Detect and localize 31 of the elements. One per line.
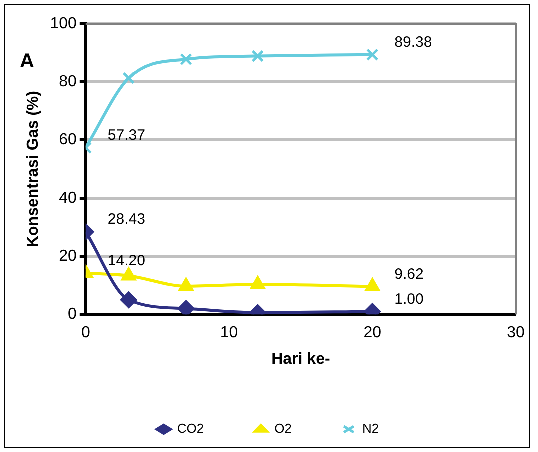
legend-label: N2 bbox=[362, 421, 380, 436]
x-tick-label: 20 bbox=[364, 324, 382, 342]
data-label: 28.43 bbox=[108, 211, 146, 228]
y-axis-title: Konsentrasi Gas (%) bbox=[25, 91, 42, 248]
x-tick-label: 10 bbox=[220, 324, 238, 342]
point bbox=[178, 278, 194, 292]
y-tick-label: 100 bbox=[50, 15, 77, 32]
data-label: 89.38 bbox=[394, 34, 432, 51]
point bbox=[178, 300, 195, 315]
point bbox=[180, 53, 192, 66]
text: A bbox=[20, 50, 34, 73]
y-tick-label: 0 bbox=[68, 306, 77, 324]
y-tick-label: 80 bbox=[59, 74, 77, 91]
legend-label: O2 bbox=[274, 421, 292, 436]
legend-label: CO2 bbox=[177, 421, 204, 436]
point bbox=[122, 72, 136, 85]
y-tick-label: 40 bbox=[59, 190, 77, 207]
point bbox=[250, 276, 266, 290]
x-tick-label: 0 bbox=[81, 324, 90, 342]
point bbox=[252, 50, 264, 62]
data-label: 14.20 bbox=[108, 252, 146, 270]
data-label: 9.62 bbox=[394, 266, 424, 283]
x-axis-title: Hari ke- bbox=[272, 350, 330, 368]
data-label: 57.37 bbox=[108, 127, 146, 144]
point bbox=[365, 278, 380, 292]
data-label: 1.00 bbox=[394, 290, 424, 308]
x-tick-label: 30 bbox=[507, 324, 525, 342]
point bbox=[122, 268, 136, 281]
y-tick-label: 20 bbox=[59, 248, 77, 265]
point bbox=[366, 48, 379, 62]
y-tick-label: 60 bbox=[59, 132, 77, 149]
